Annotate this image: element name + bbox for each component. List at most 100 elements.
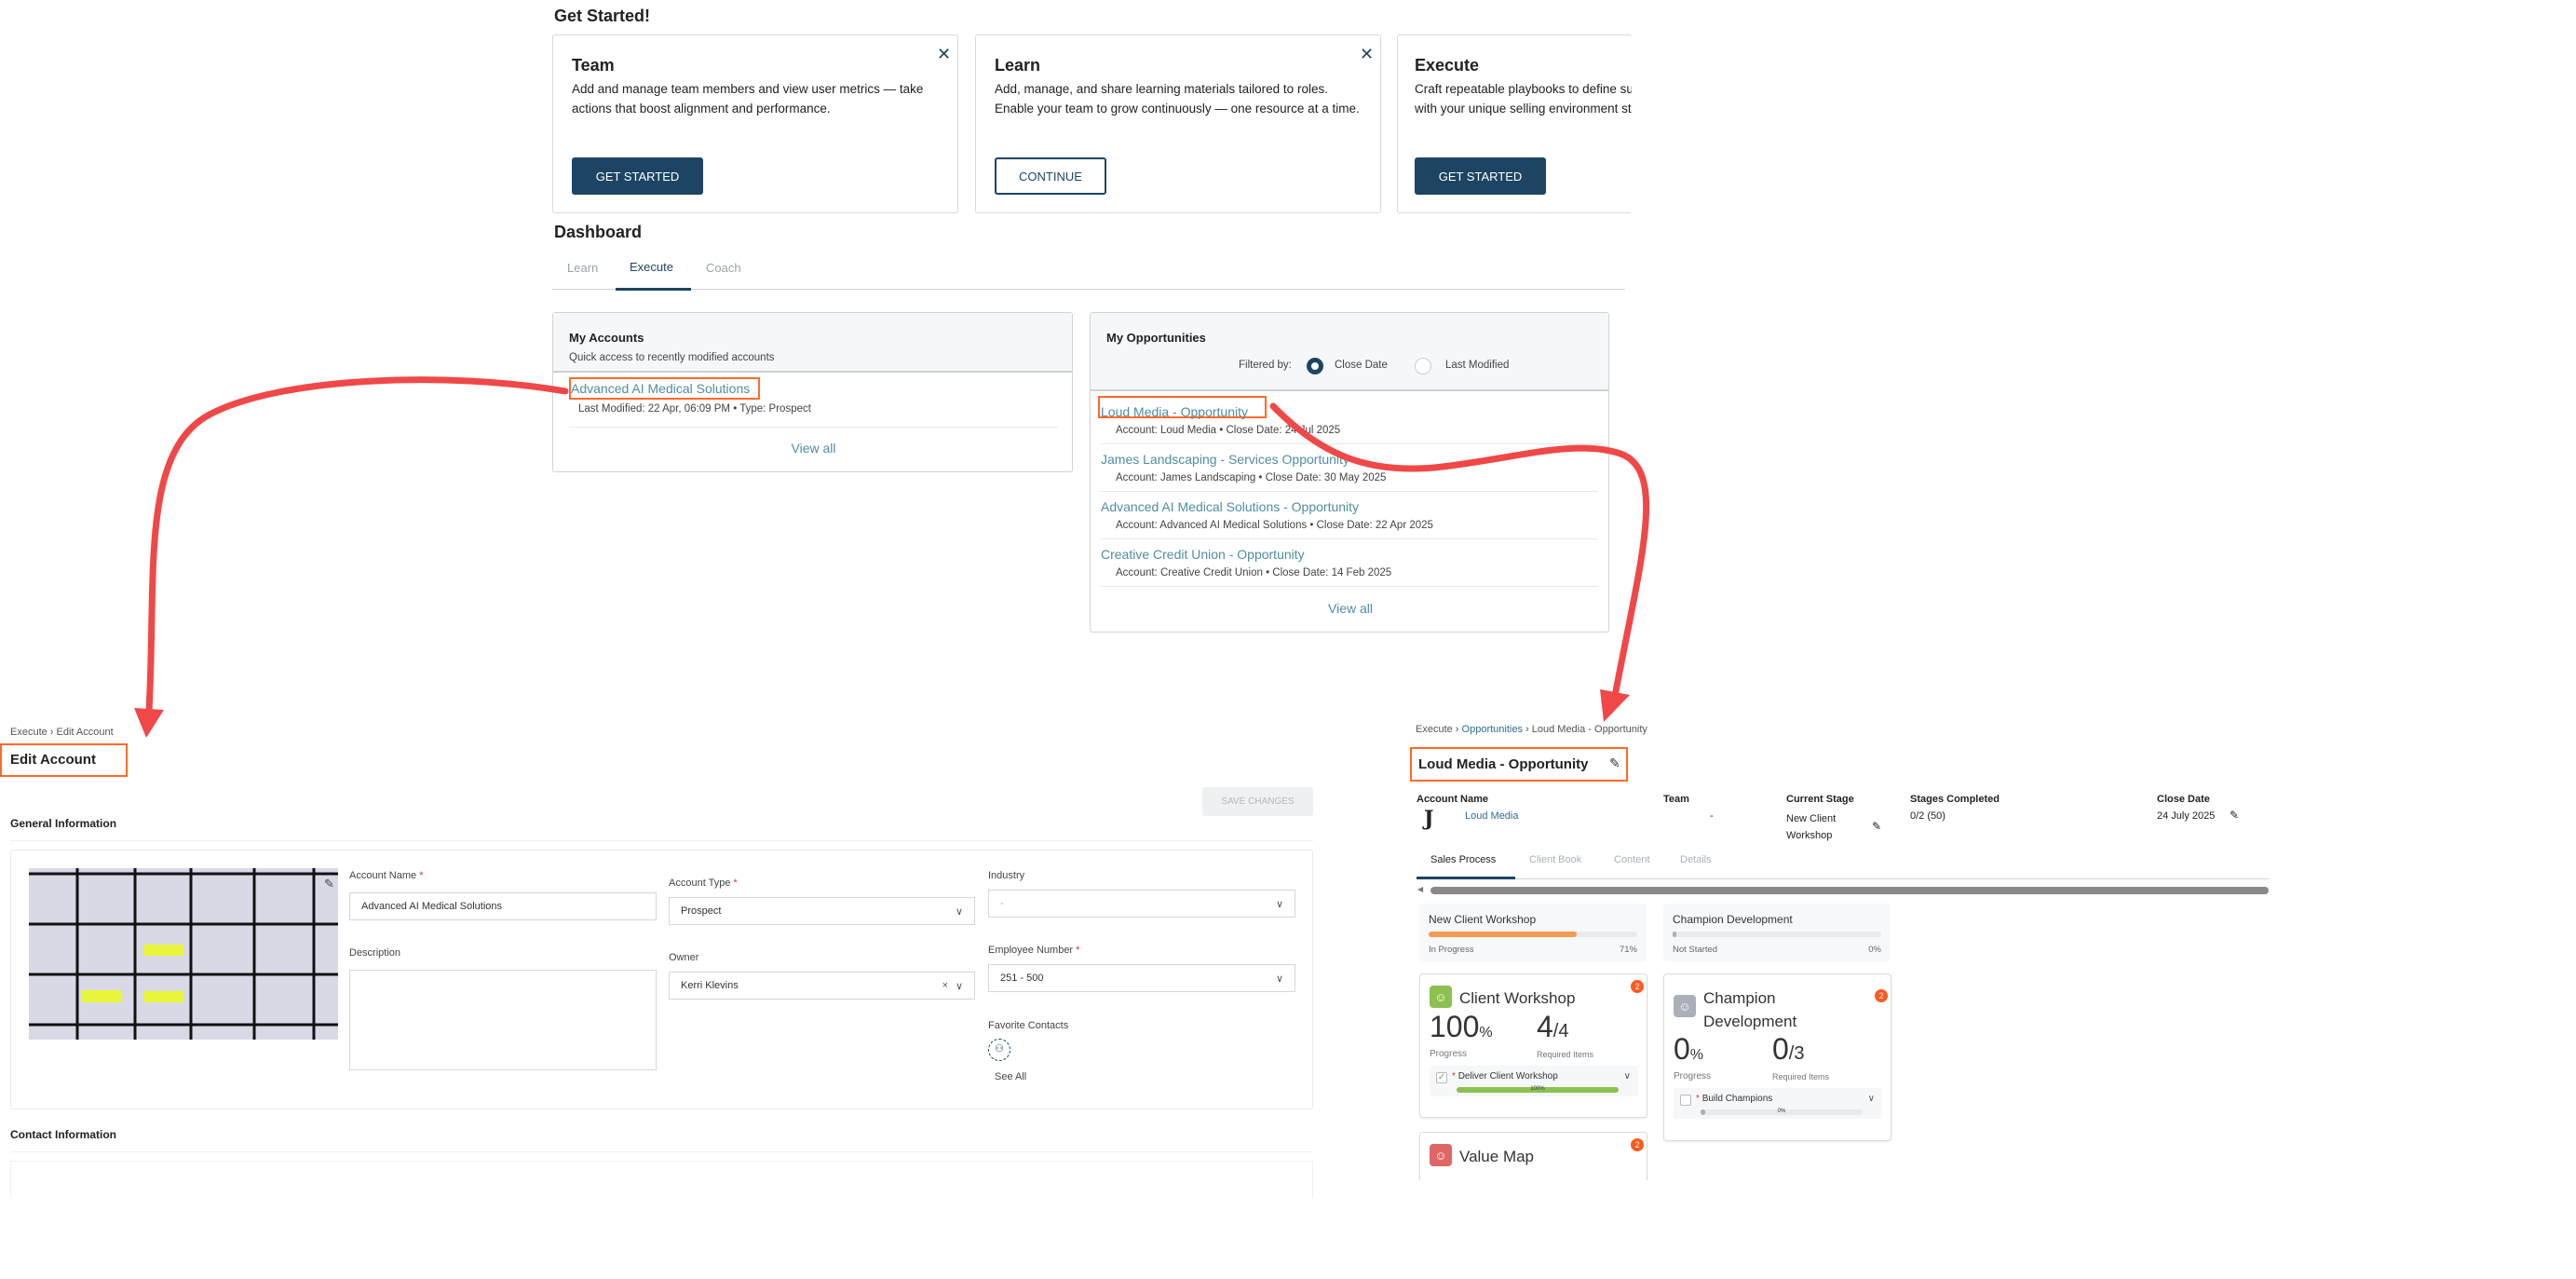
close-date-value: 24 July 2025: [2157, 810, 2216, 822]
radio-last-modified[interactable]: [1415, 358, 1431, 374]
chevron-down-icon[interactable]: ∨: [1623, 1071, 1631, 1082]
account-name-input[interactable]: Advanced AI Medical Solutions: [349, 892, 657, 920]
horizontal-scrollbar[interactable]: [1430, 887, 2269, 894]
opportunity-link[interactable]: Advanced AI Medical Solutions - Opportun…: [1101, 499, 1360, 514]
tabs-divider: [552, 289, 1625, 290]
account-meta: Last Modified: 22 Apr, 06:09 PM • Type: …: [578, 403, 811, 415]
save-changes-button[interactable]: SAVE CHANGES: [1202, 787, 1313, 816]
opportunity-link[interactable]: James Landscaping - Services Opportunity: [1101, 452, 1349, 467]
info-label: Team: [1663, 794, 1689, 805]
progress-value: 100: [1430, 1010, 1480, 1043]
card-title: Execute: [1415, 56, 1480, 75]
tab-content[interactable]: Content: [1614, 854, 1650, 865]
task-checkbox[interactable]: ✓: [1436, 1072, 1447, 1083]
breadcrumb: Execute › Edit Account: [10, 727, 114, 738]
tab-client-book[interactable]: Client Book: [1529, 854, 1582, 865]
stage-icon: ☺: [1430, 1144, 1452, 1166]
arrowhead: [134, 708, 164, 738]
tab-details[interactable]: Details: [1680, 854, 1712, 865]
field-label: Account Type *: [669, 878, 738, 889]
account-logo-image: [29, 868, 338, 1040]
tab-execute[interactable]: Execute: [630, 260, 673, 274]
card-title: Team: [572, 56, 615, 75]
stage-percent: 71%: [1619, 945, 1637, 955]
task-checkbox[interactable]: [1680, 1095, 1691, 1106]
breadcrumb-execute[interactable]: Execute: [10, 727, 47, 738]
account-link[interactable]: Advanced AI Medical Solutions: [571, 381, 751, 396]
description-textarea[interactable]: [349, 970, 657, 1070]
stage-card-title: Champion Development: [1703, 989, 1797, 1030]
execute-card: Execute Craft repeatable playbooks to de…: [1397, 34, 1632, 213]
learn-continue-button[interactable]: CONTINUE: [995, 157, 1106, 195]
progress-value: 0: [1674, 1032, 1690, 1066]
opportunity-meta: Account: Creative Credit Union • Close D…: [1116, 567, 1392, 578]
close-icon[interactable]: ✕: [1360, 45, 1375, 63]
notification-badge[interactable]: 2: [1631, 1138, 1644, 1151]
stage-card[interactable]: ☺ Value Map 2: [1419, 1132, 1647, 1180]
chevron-down-icon: ∨: [955, 905, 963, 918]
clear-icon: ×: [942, 980, 948, 991]
add-contact-icon[interactable]: ⚇: [988, 1039, 1010, 1061]
notification-badge[interactable]: 2: [1875, 989, 1888, 1002]
field-label: Account Name *: [349, 870, 424, 881]
notification-badge[interactable]: 2: [1631, 980, 1644, 993]
edit-stage-pencil-icon[interactable]: ✎: [1872, 820, 1882, 833]
stage-summary[interactable]: Champion Development Not Started 0%: [1663, 904, 1891, 961]
contact-info-card: [10, 1161, 1313, 1198]
task-name: Deliver Client Workshop: [1457, 1071, 1558, 1082]
see-all-link[interactable]: See All: [995, 1071, 1027, 1082]
view-all-accounts-link[interactable]: View all: [791, 441, 836, 456]
task-progress-bar: [1457, 1087, 1619, 1093]
stage-name: Champion Development: [1673, 913, 1793, 926]
stage-percent: 0%: [1868, 945, 1881, 955]
field-label: Description: [349, 947, 401, 959]
my-opportunities-panel: My Opportunities Filtered by: Close Date…: [1090, 312, 1609, 633]
tab-learn[interactable]: Learn: [567, 261, 599, 275]
task-item[interactable]: ✓ * Deliver Client Workshop ∨ 100%: [1430, 1066, 1638, 1096]
filter-option: Close Date: [1335, 360, 1388, 371]
scroll-left-icon[interactable]: ◀: [1417, 885, 1424, 893]
filter-option: Last Modified: [1445, 360, 1510, 371]
opportunity-meta: Account: Advanced AI Medical Solutions •…: [1116, 520, 1433, 531]
team-value: -: [1710, 810, 1714, 822]
industry-select[interactable]: - ∨: [988, 890, 1295, 918]
field-label: Owner: [669, 952, 699, 963]
dashboard-title: Dashboard: [554, 223, 643, 241]
opportunity-link[interactable]: Creative Credit Union - Opportunity: [1101, 547, 1305, 562]
breadcrumb-execute[interactable]: Execute: [1416, 724, 1453, 735]
card-body: Craft repeatable playbooks to define suc…: [1415, 82, 1632, 116]
active-tab-indicator: [1417, 877, 1515, 879]
required-items-value: 0: [1772, 1032, 1789, 1066]
team-get-started-button[interactable]: GET STARTED: [572, 157, 703, 195]
execute-get-started-button[interactable]: GET STARTED: [1415, 157, 1546, 195]
employee-number-select[interactable]: 251 - 500 ∨: [988, 964, 1295, 992]
task-progress-bar: [1701, 1109, 1863, 1115]
view-all-opportunities-link[interactable]: View all: [1328, 601, 1373, 616]
required-items-label: Required Items: [1772, 1072, 1830, 1082]
opportunity-link[interactable]: Loud Media - Opportunity: [1101, 404, 1248, 419]
account-type-select[interactable]: Prospect ∨: [669, 897, 975, 925]
general-info-card: ✎ Account Name * Advanced AI Medical Sol…: [10, 850, 1313, 1109]
active-tab-indicator: [616, 288, 691, 291]
breadcrumb-opportunities[interactable]: Opportunities: [1461, 724, 1523, 735]
opportunity-meta: Account: James Landscaping • Close Date:…: [1116, 472, 1387, 483]
owner-select[interactable]: Kerri Klevins × ∨: [669, 972, 975, 1000]
radio-close-date[interactable]: [1307, 358, 1323, 374]
close-icon[interactable]: ✕: [937, 45, 952, 63]
tab-sales-process[interactable]: Sales Process: [1430, 854, 1497, 865]
learn-card: ✕ Learn Add, manage, and share learning …: [975, 34, 1381, 213]
stage-name: New Client Workshop: [1429, 913, 1537, 926]
chevron-down-icon[interactable]: ∨: [1867, 1094, 1875, 1104]
edit-title-pencil-icon[interactable]: ✎: [1609, 755, 1620, 770]
stage-card[interactable]: ☺ Client Workshop 2 100% 4/4 Progress Req…: [1419, 973, 1647, 1118]
account-link[interactable]: Loud Media: [1465, 810, 1519, 822]
task-item[interactable]: * Build Champions ∨ 0%: [1674, 1088, 1882, 1119]
edit-close-date-pencil-icon[interactable]: ✎: [2230, 809, 2240, 822]
tab-coach[interactable]: Coach: [706, 261, 741, 275]
stage-summary[interactable]: New Client Workshop In Progress 71%: [1419, 904, 1647, 961]
stage-icon: ☺: [1430, 986, 1452, 1008]
task-percent: 0%: [1777, 1109, 1786, 1114]
edit-logo-pencil-icon[interactable]: ✎: [324, 877, 334, 891]
get-started-title: Get Started!: [554, 7, 651, 25]
stage-card[interactable]: ☺ Champion Development 2 0% 0/3 Progress …: [1663, 973, 1891, 1141]
